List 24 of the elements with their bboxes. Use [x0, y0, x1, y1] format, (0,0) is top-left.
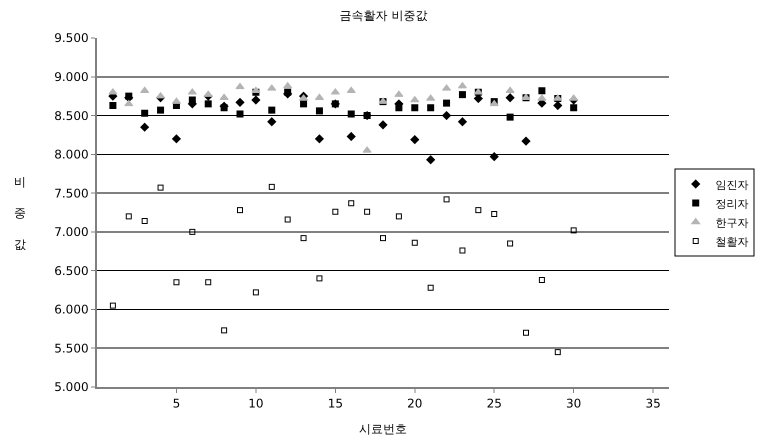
- legend-label: 임진자: [716, 178, 749, 192]
- legend-label: 한구자: [716, 216, 749, 230]
- y-tick-label: 5.000: [54, 380, 89, 394]
- x-tick-label: 35: [645, 396, 661, 410]
- y-tick-label: 6.500: [54, 264, 89, 278]
- text: 비중값: [14, 175, 26, 252]
- y-tick-label: 9.500: [54, 31, 89, 46]
- x-axis-title: 시료번호: [359, 422, 407, 436]
- x-tick-label: 30: [566, 396, 582, 410]
- legend-label: 철활자: [716, 235, 749, 248]
- x-tick-label: 25: [486, 396, 502, 410]
- chart-title: 금속활자 비중값: [340, 8, 428, 23]
- legend-label: 정리자: [716, 197, 749, 210]
- y-tick-label: 8.000: [54, 148, 89, 162]
- y-tick-label: 9.000: [54, 70, 89, 84]
- y-tick-label: 6.000: [54, 302, 89, 317]
- y-tick-label: 7.500: [54, 186, 89, 200]
- y-tick-label: 5.500: [54, 341, 89, 356]
- x-tick-label: 15: [328, 396, 343, 410]
- y-tick-label: 7.000: [54, 225, 89, 240]
- x-tick-label: 10: [248, 396, 264, 410]
- x-tick-label: 20: [407, 396, 422, 410]
- x-tick-label: 5: [172, 396, 180, 410]
- y-tick-label: 8.500: [54, 108, 89, 123]
